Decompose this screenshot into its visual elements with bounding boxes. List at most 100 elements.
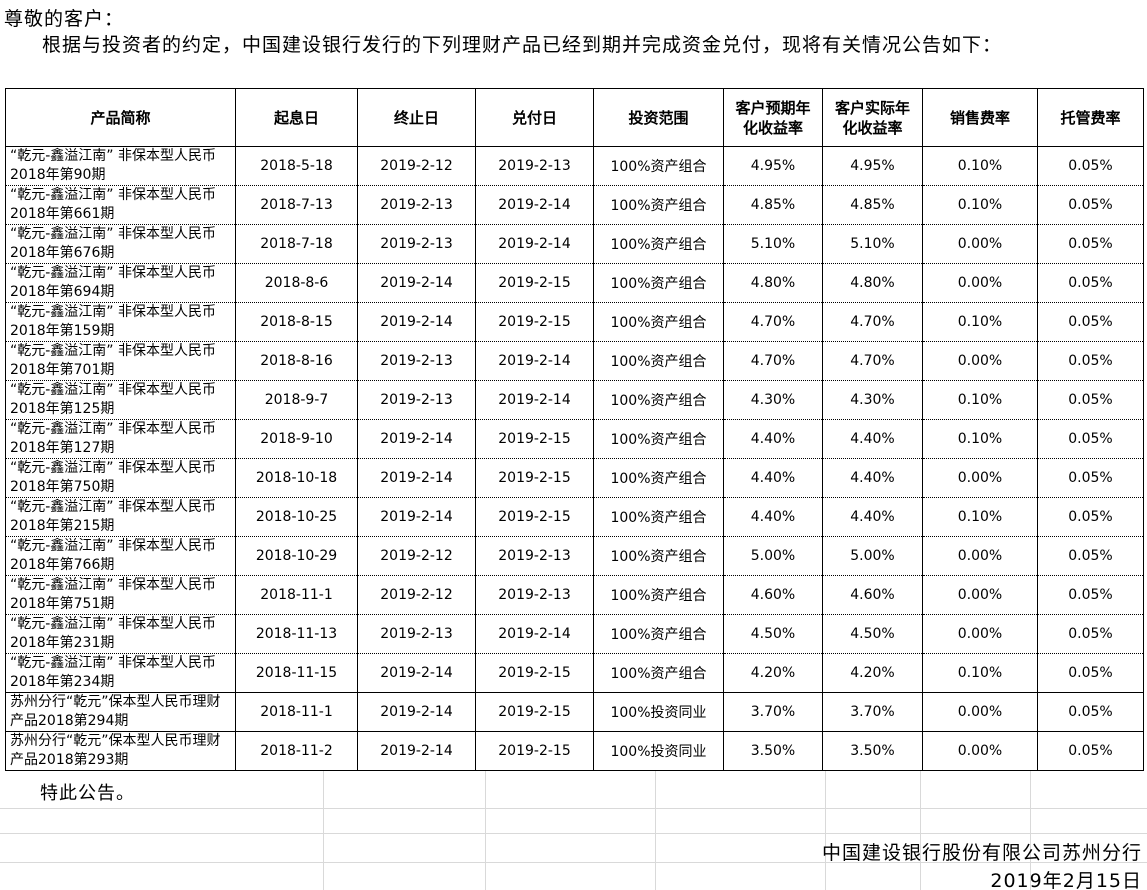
issuer-name: 中国建设银行股份有限公司苏州分行 — [821, 842, 1142, 864]
cell-sales_fee: 0.00% — [922, 575, 1038, 615]
cell-expected: 4.30% — [723, 380, 823, 420]
cell-sales_fee: 0.10% — [922, 185, 1038, 225]
cell-expected: 4.40% — [723, 419, 823, 459]
cell-custody_fee: 0.05% — [1037, 536, 1144, 576]
cell-start: 2018-11-13 — [235, 614, 358, 654]
cell-actual: 4.40% — [822, 497, 923, 537]
cell-name: “乾元-鑫溢江南” 非保本型人民币2018年第90期 — [5, 146, 236, 186]
cell-custody_fee: 0.05% — [1037, 458, 1144, 498]
cell-pay: 2019-2-15 — [475, 263, 594, 303]
cell-scope: 100%资产组合 — [593, 536, 724, 576]
column-header-actual: 客户实际年化收益率 — [822, 88, 923, 147]
cell-sales_fee: 0.00% — [922, 341, 1038, 381]
cell-custody_fee: 0.05% — [1037, 731, 1144, 771]
cell-start: 2018-10-18 — [235, 458, 358, 498]
table-row: “乾元-鑫溢江南” 非保本型人民币2018年第125期 2018-9-7 2019-… — [5, 380, 1144, 420]
cell-custody_fee: 0.05% — [1037, 185, 1144, 225]
cell-name: “乾元-鑫溢江南” 非保本型人民币2018年第694期 — [5, 263, 236, 303]
cell-expected: 3.70% — [723, 692, 823, 732]
cell-name: “乾元-鑫溢江南” 非保本型人民币2018年第127期 — [5, 419, 236, 459]
column-header-expected: 客户预期年化收益率 — [723, 88, 823, 147]
cell-actual: 4.80% — [822, 263, 923, 303]
cell-sales_fee: 0.00% — [922, 224, 1038, 264]
cell-scope: 100%资产组合 — [593, 341, 724, 381]
cell-name: “乾元-鑫溢江南” 非保本型人民币2018年第750期 — [5, 458, 236, 498]
cell-name: “乾元-鑫溢江南” 非保本型人民币2018年第159期 — [5, 302, 236, 342]
cell-start: 2018-11-2 — [235, 731, 358, 771]
cell-end: 2019-2-13 — [357, 224, 476, 264]
cell-pay: 2019-2-15 — [475, 302, 594, 342]
table-row: “乾元-鑫溢江南” 非保本型人民币2018年第127期 2018-9-10 2019… — [5, 419, 1144, 459]
cell-start: 2018-8-15 — [235, 302, 358, 342]
cell-end: 2019-2-13 — [357, 614, 476, 654]
table-body: “乾元-鑫溢江南” 非保本型人民币2018年第90期 2018-5-18 2019-… — [5, 146, 1144, 771]
cell-sales_fee: 0.10% — [922, 497, 1038, 537]
cell-start: 2018-9-10 — [235, 419, 358, 459]
cell-pay: 2019-2-13 — [475, 146, 594, 186]
table-row: “乾元-鑫溢江南” 非保本型人民币2018年第90期 2018-5-18 2019-… — [5, 146, 1144, 186]
cell-end: 2019-2-14 — [357, 653, 476, 693]
cell-actual: 4.50% — [822, 614, 923, 654]
cell-end: 2019-2-12 — [357, 146, 476, 186]
cell-name: “乾元-鑫溢江南” 非保本型人民币2018年第661期 — [5, 185, 236, 225]
cell-actual: 4.20% — [822, 653, 923, 693]
cell-sales_fee: 0.00% — [922, 458, 1038, 498]
cell-pay: 2019-2-13 — [475, 575, 594, 615]
column-header-end: 终止日 — [357, 88, 476, 147]
column-header-sales_fee: 销售费率 — [922, 88, 1038, 147]
faint-gridline-v — [655, 771, 656, 890]
cell-scope: 100%资产组合 — [593, 614, 724, 654]
cell-actual: 3.70% — [822, 692, 923, 732]
cell-custody_fee: 0.05% — [1037, 575, 1144, 615]
table-row: 苏州分行“乾元”保本型人民币理财产品2018第294期 2018-11-1 2019… — [5, 692, 1144, 732]
cell-scope: 100%资产组合 — [593, 380, 724, 420]
cell-end: 2019-2-14 — [357, 419, 476, 459]
cell-scope: 100%资产组合 — [593, 224, 724, 264]
cell-scope: 100%资产组合 — [593, 419, 724, 459]
cell-expected: 4.40% — [723, 497, 823, 537]
cell-custody_fee: 0.05% — [1037, 146, 1144, 186]
salutation-text: 尊敬的客户： — [4, 8, 125, 30]
cell-actual: 4.85% — [822, 185, 923, 225]
closing-statement: 特此公告。 — [40, 783, 135, 804]
cell-start: 2018-9-7 — [235, 380, 358, 420]
cell-pay: 2019-2-13 — [475, 536, 594, 576]
cell-end: 2019-2-14 — [357, 731, 476, 771]
cell-name: “乾元-鑫溢江南” 非保本型人民币2018年第234期 — [5, 653, 236, 693]
cell-name: 苏州分行“乾元”保本型人民币理财产品2018第293期 — [5, 731, 236, 771]
cell-end: 2019-2-12 — [357, 575, 476, 615]
column-header-scope: 投资范围 — [593, 88, 724, 147]
cell-actual: 4.70% — [822, 341, 923, 381]
cell-custody_fee: 0.05% — [1037, 224, 1144, 264]
table-row: “乾元-鑫溢江南” 非保本型人民币2018年第750期 2018-10-18 201… — [5, 458, 1144, 498]
faint-gridline-h — [0, 808, 1147, 809]
cell-start: 2018-8-6 — [235, 263, 358, 303]
cell-custody_fee: 0.05% — [1037, 692, 1144, 732]
cell-scope: 100%资产组合 — [593, 263, 724, 303]
cell-start: 2018-10-29 — [235, 536, 358, 576]
cell-scope: 100%投资同业 — [593, 731, 724, 771]
table-row: “乾元-鑫溢江南” 非保本型人民币2018年第215期 2018-10-25 201… — [5, 497, 1144, 537]
cell-expected: 5.10% — [723, 224, 823, 264]
cell-scope: 100%资产组合 — [593, 497, 724, 537]
table-row: 苏州分行“乾元”保本型人民币理财产品2018第293期 2018-11-2 2019… — [5, 731, 1144, 771]
announcement-date: 2019年2月15日 — [990, 870, 1142, 890]
cell-start: 2018-11-15 — [235, 653, 358, 693]
cell-custody_fee: 0.05% — [1037, 263, 1144, 303]
cell-expected: 4.85% — [723, 185, 823, 225]
cell-custody_fee: 0.05% — [1037, 419, 1144, 459]
cell-start: 2018-11-1 — [235, 575, 358, 615]
cell-end: 2019-2-13 — [357, 185, 476, 225]
cell-sales_fee: 0.10% — [922, 380, 1038, 420]
cell-start: 2018-8-16 — [235, 341, 358, 381]
cell-pay: 2019-2-15 — [475, 653, 594, 693]
faint-gridline-v — [323, 771, 324, 890]
table-row: “乾元-鑫溢江南” 非保本型人民币2018年第751期 2018-11-1 2019… — [5, 575, 1144, 615]
cell-expected: 4.95% — [723, 146, 823, 186]
cell-pay: 2019-2-15 — [475, 497, 594, 537]
cell-start: 2018-7-18 — [235, 224, 358, 264]
cell-end: 2019-2-14 — [357, 263, 476, 303]
table-row: “乾元-鑫溢江南” 非保本型人民币2018年第676期 2018-7-18 2019… — [5, 224, 1144, 264]
cell-expected: 4.70% — [723, 341, 823, 381]
cell-expected: 4.80% — [723, 263, 823, 303]
